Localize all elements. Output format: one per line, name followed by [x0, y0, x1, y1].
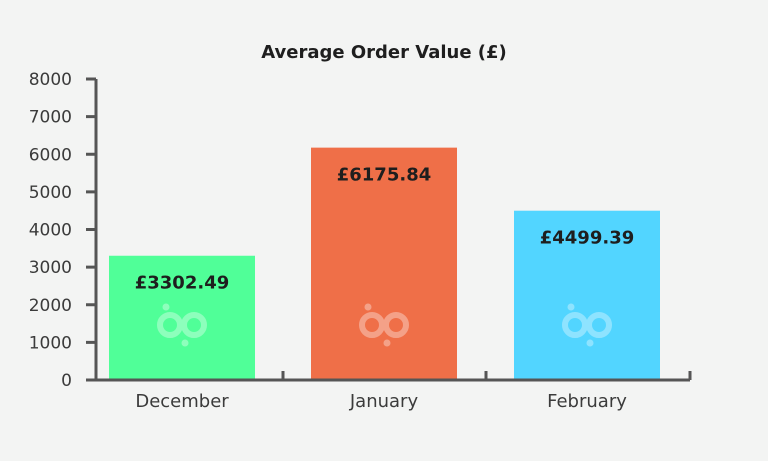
bar-january — [311, 147, 457, 380]
x-tick-label-january: January — [349, 391, 419, 412]
data-label-january: £6175.84 — [337, 165, 432, 186]
chart-title: Average Order Value (£) — [261, 42, 507, 63]
data-label-february: £4499.39 — [540, 228, 635, 249]
y-axis: 0 1000 2000 3000 4000 5000 6000 7000 8000 — [29, 70, 98, 391]
y-tick-label: 2000 — [29, 296, 72, 316]
y-tick-label: 1000 — [29, 333, 72, 353]
y-tick-label: 5000 — [29, 183, 72, 203]
y-tick-label: 6000 — [29, 145, 72, 165]
bp-logo-icon — [157, 303, 207, 347]
y-tick-label: 7000 — [29, 108, 72, 128]
bp-logo-icon — [562, 303, 612, 347]
bar-december — [109, 255, 255, 380]
x-tick-label-december: December — [135, 391, 229, 412]
y-tick-label: 3000 — [29, 258, 72, 278]
y-tick-label: 8000 — [29, 70, 72, 90]
x-axis: December January February — [94, 371, 692, 412]
data-label-december: £3302.49 — [135, 273, 230, 294]
bar-february — [514, 210, 660, 380]
x-tick-label-february: February — [547, 391, 627, 412]
bp-logo-icon — [359, 303, 409, 347]
bars-group: £3302.49 £6175.84 £4499.39 — [109, 147, 660, 380]
y-tick-label: 0 — [61, 371, 72, 391]
y-tick-label: 4000 — [29, 221, 72, 241]
